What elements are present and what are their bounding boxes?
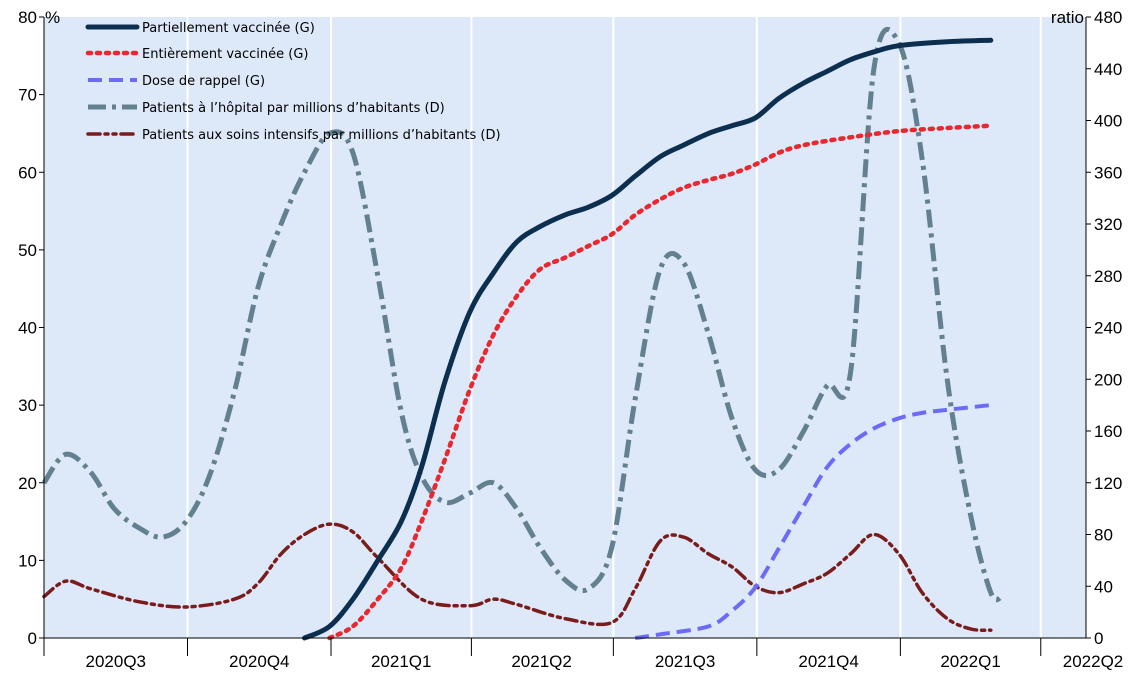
- x-tick-label: 2020Q3: [86, 652, 147, 671]
- left-tick-label: 40: [18, 319, 37, 338]
- series-line-5: [42, 522, 993, 632]
- axes: 0 10 20 30 40 50 60 70 80 % 0 40 80 120 160 200 240 280 32…: [18, 8, 1123, 671]
- legend-label: Patients à l’hôpital par millions d’habi…: [142, 101, 445, 116]
- x-tick-label: 2022Q2: [1063, 652, 1124, 671]
- x-tick-label: 2022Q1: [940, 652, 1001, 671]
- x-tick-label: 2020Q4: [229, 652, 290, 671]
- right-tick-label: 440: [1094, 60, 1122, 79]
- left-tick-label: 20: [18, 474, 37, 493]
- left-tick-label: 80: [18, 8, 37, 27]
- legend-label: Partiellement vaccinée (G): [142, 21, 315, 36]
- left-axis-unit: %: [45, 8, 60, 27]
- right-tick-label: 80: [1094, 526, 1113, 545]
- left-tick-label: 50: [18, 241, 37, 260]
- right-tick-label: 40: [1094, 577, 1113, 596]
- right-tick-label: 320: [1094, 215, 1122, 234]
- series-line-1: [302, 37, 994, 641]
- right-tick-label: 0: [1094, 629, 1103, 648]
- right-tick-label: 280: [1094, 267, 1122, 286]
- right-tick-label: 360: [1094, 163, 1122, 182]
- left-tick-label: 10: [18, 551, 37, 570]
- series-lines: [41, 27, 1003, 641]
- series-line-3: [634, 403, 992, 640]
- right-tick-label: 400: [1094, 112, 1122, 131]
- series-line-4: [41, 27, 1003, 603]
- right-tick-label: 480: [1094, 8, 1122, 27]
- x-tick-label: 2021Q2: [511, 652, 572, 671]
- right-tick-label: 240: [1094, 319, 1122, 338]
- legend-label: Entièrement vaccinée (G): [142, 47, 309, 62]
- legend-label: Patients aux soins intensifs par million…: [142, 128, 501, 143]
- left-tick-label: 30: [18, 396, 37, 415]
- left-tick-label: 70: [18, 86, 37, 105]
- series-line-2: [327, 123, 994, 641]
- left-tick-label: 0: [28, 629, 37, 648]
- plot-area: [44, 17, 1086, 638]
- right-axis-unit: ratio: [1051, 8, 1084, 27]
- left-tick-label: 60: [18, 163, 37, 182]
- x-tick-label: 2021Q1: [371, 652, 432, 671]
- right-tick-label: 160: [1094, 422, 1122, 441]
- x-tick-label: 2021Q4: [798, 652, 859, 671]
- x-tick-label: 2021Q3: [655, 652, 716, 671]
- legend: Partiellement vaccinée (G) Entièrement va…: [85, 21, 501, 143]
- right-tick-label: 200: [1094, 370, 1122, 389]
- right-tick-label: 120: [1094, 474, 1122, 493]
- vertical-gridlines: [186, 17, 1042, 638]
- legend-label: Dose de rappel (G): [142, 74, 265, 89]
